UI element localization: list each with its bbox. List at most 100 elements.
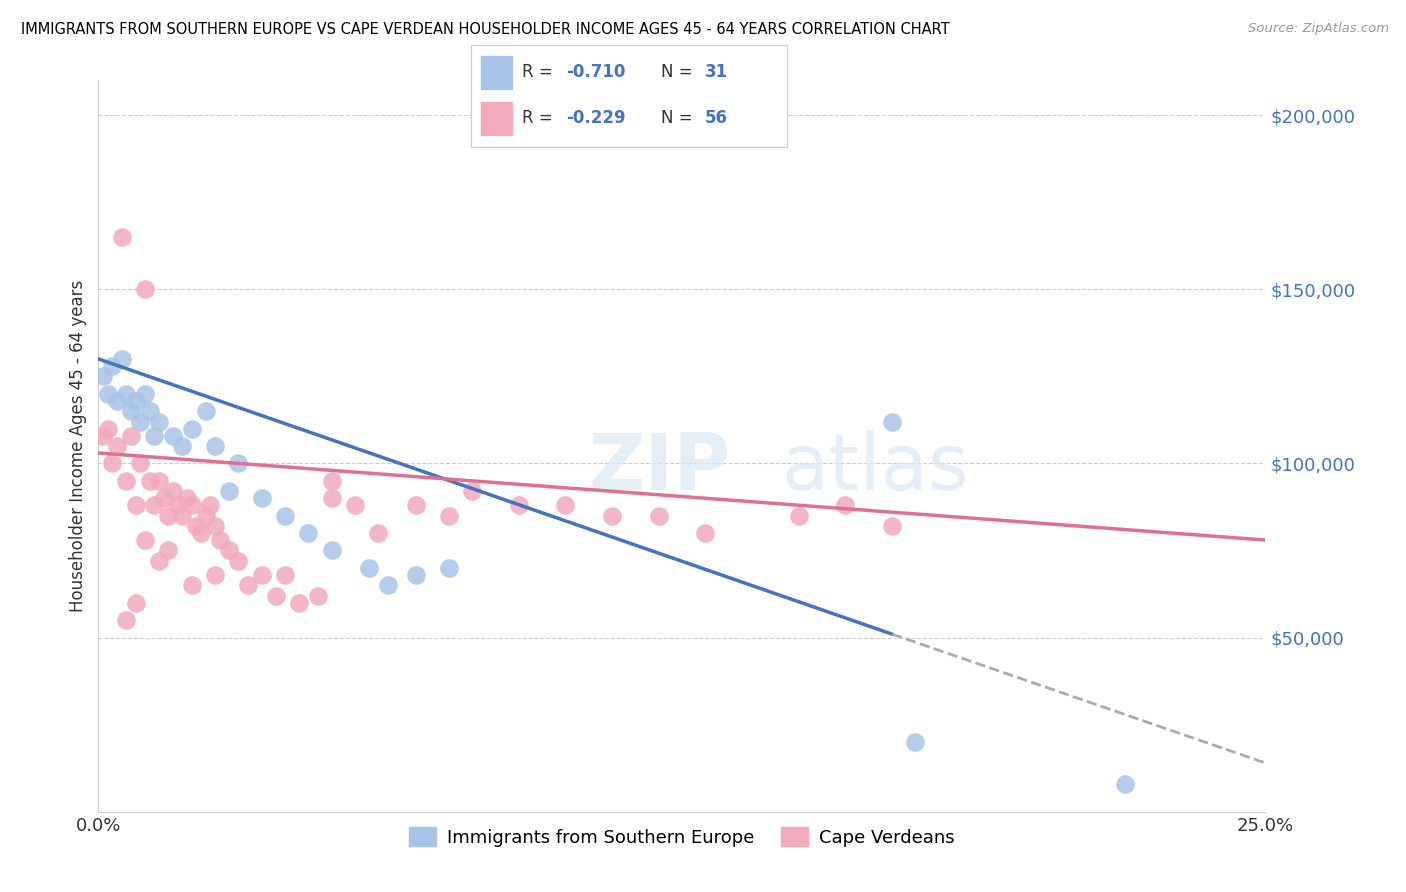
Text: R =: R =	[522, 110, 553, 128]
Point	[880, 415, 903, 429]
Point	[218, 543, 240, 558]
Text: Source: ZipAtlas.com: Source: ZipAtlas.com	[1249, 22, 1389, 36]
Point	[139, 474, 162, 488]
Text: R =: R =	[522, 63, 553, 81]
Text: 31: 31	[706, 63, 728, 81]
Text: N =: N =	[661, 63, 692, 81]
Point	[105, 439, 128, 453]
Point	[120, 428, 142, 442]
Text: -0.229: -0.229	[567, 110, 626, 128]
Point	[180, 578, 202, 592]
Point	[508, 498, 530, 512]
Point	[105, 393, 128, 408]
Point	[437, 508, 460, 523]
Point	[647, 508, 669, 523]
Point	[250, 491, 273, 506]
Point	[321, 474, 343, 488]
Point	[111, 230, 134, 244]
Text: IMMIGRANTS FROM SOUTHERN EUROPE VS CAPE VERDEAN HOUSEHOLDER INCOME AGES 45 - 64 : IMMIGRANTS FROM SOUTHERN EUROPE VS CAPE …	[21, 22, 949, 37]
Point	[97, 386, 120, 401]
Point	[148, 474, 170, 488]
Point	[274, 567, 297, 582]
Point	[437, 561, 460, 575]
Y-axis label: Householder Income Ages 45 - 64 years: Householder Income Ages 45 - 64 years	[69, 280, 87, 612]
Point	[194, 404, 217, 418]
Point	[134, 282, 156, 296]
Point	[162, 484, 184, 499]
Point	[1114, 777, 1136, 791]
Point	[115, 386, 138, 401]
Point	[162, 428, 184, 442]
Point	[129, 415, 152, 429]
Point	[139, 404, 162, 418]
Point	[228, 457, 250, 471]
Point	[180, 498, 202, 512]
Point	[359, 561, 381, 575]
Point	[190, 526, 212, 541]
Point	[405, 567, 427, 582]
Point	[377, 578, 399, 592]
Point	[166, 498, 188, 512]
Point	[91, 428, 114, 442]
Bar	[481, 102, 512, 135]
Point	[143, 498, 166, 512]
Point	[115, 613, 138, 627]
Point	[367, 526, 389, 541]
Text: atlas: atlas	[782, 430, 969, 506]
Point	[405, 498, 427, 512]
Point	[125, 596, 148, 610]
Point	[288, 596, 311, 610]
Point	[274, 508, 297, 523]
Point	[236, 578, 259, 592]
Point	[307, 589, 329, 603]
Point	[172, 508, 194, 523]
Point	[554, 498, 576, 512]
Point	[204, 439, 226, 453]
Point	[120, 404, 142, 418]
Point	[344, 498, 367, 512]
Text: ZIP: ZIP	[589, 430, 731, 506]
Point	[834, 498, 856, 512]
Point	[101, 359, 124, 373]
Point	[204, 519, 226, 533]
Text: N =: N =	[661, 110, 692, 128]
Point	[115, 474, 138, 488]
Point	[695, 526, 717, 541]
Bar	[481, 56, 512, 88]
Point	[904, 735, 927, 749]
Point	[600, 508, 623, 523]
Point	[321, 491, 343, 506]
Point	[157, 543, 180, 558]
Point	[97, 421, 120, 435]
Point	[264, 589, 287, 603]
Point	[250, 567, 273, 582]
Point	[157, 508, 180, 523]
Point	[176, 491, 198, 506]
Point	[125, 498, 148, 512]
Point	[208, 533, 231, 547]
Point	[125, 393, 148, 408]
Point	[152, 491, 174, 506]
Point	[148, 554, 170, 568]
Point	[91, 369, 114, 384]
Point	[101, 457, 124, 471]
Point	[204, 567, 226, 582]
Point	[218, 484, 240, 499]
Point	[297, 526, 319, 541]
Point	[186, 519, 208, 533]
Point	[134, 533, 156, 547]
Point	[143, 428, 166, 442]
Point	[148, 415, 170, 429]
Legend: Immigrants from Southern Europe, Cape Verdeans: Immigrants from Southern Europe, Cape Ve…	[402, 820, 962, 854]
Point	[111, 351, 134, 366]
Point	[134, 386, 156, 401]
Point	[172, 439, 194, 453]
Point	[180, 421, 202, 435]
Point	[228, 554, 250, 568]
Text: -0.710: -0.710	[567, 63, 626, 81]
Point	[321, 543, 343, 558]
Point	[880, 519, 903, 533]
Text: 56: 56	[706, 110, 728, 128]
Point	[129, 457, 152, 471]
Point	[200, 498, 222, 512]
